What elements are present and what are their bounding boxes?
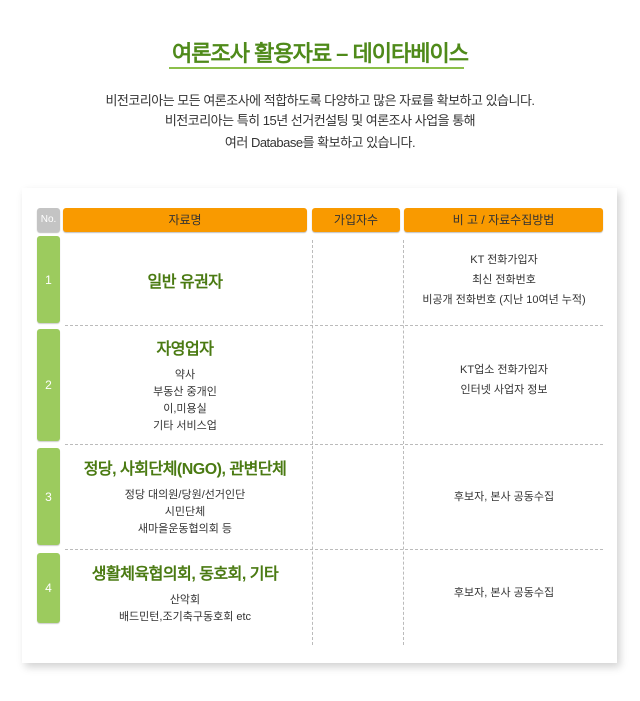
row-number: 1 <box>37 236 60 323</box>
table-row-name: 생활체육협의회, 동호회, 기타 산악회 배드민턴,조기축구동호회 etc <box>63 555 307 630</box>
detail: 새마을운동협의회 등 <box>137 523 233 535</box>
note: 후보자, 본사 공동수집 <box>453 587 555 599</box>
note: 비공개 전화번호 (지난 10여년 누적) <box>422 293 586 306</box>
data-name: 정당, 사회단체(NGO), 관변단체 <box>83 461 287 478</box>
row-notes: KT 전화가입자 최신 전화번호 비공개 전화번호 (지난 10여년 누적) <box>404 236 604 323</box>
table-row-name: 자영업자 약사 부동산 중개인 이,미용실 기타 서비스업 <box>63 329 307 441</box>
note: 후보자, 본사 공동수집 <box>453 490 555 503</box>
row-number: 3 <box>37 448 60 545</box>
row-divider <box>65 444 603 445</box>
note: KT 전화가입자 <box>470 253 538 266</box>
detail: 시민단체 <box>164 506 206 518</box>
title-underline <box>169 67 464 69</box>
data-name: 생활체육협의회, 동호회, 기타 <box>91 565 279 583</box>
row-notes: KT업소 전화가입자 인터넷 사업자 정보 <box>404 355 604 405</box>
detail: 배드민턴,조기축구동호회 etc <box>118 610 252 623</box>
detail: 부동산 중개인 <box>153 386 217 398</box>
header-name: 자료명 <box>63 208 307 232</box>
header-count: 가입자수 <box>312 208 400 232</box>
column-divider <box>403 240 404 645</box>
intro-line: 비전코리아는 특히 15년 선거컨설팅 및 여론조사 사업을 통해 <box>164 113 476 128</box>
database-table-card <box>22 188 617 663</box>
row-divider <box>65 325 603 326</box>
row-notes: 후보자, 본사 공동수집 <box>404 553 604 633</box>
column-divider <box>312 240 313 645</box>
row-divider <box>65 549 603 550</box>
note: KT업소 전화가입자 <box>460 364 548 376</box>
note: 최신 전화번호 <box>472 273 536 286</box>
table-row-name: 일반 유권자 <box>63 236 307 323</box>
table-row-name: 정당, 사회단체(NGO), 관변단체 정당 대의원/당원/선거인단 시민단체 … <box>63 448 307 545</box>
row-notes: 후보자, 본사 공동수집 <box>404 448 604 545</box>
note: 인터넷 사업자 정보 <box>460 384 548 396</box>
row-number: 4 <box>37 553 60 623</box>
intro-line: 여러 Database를 확보하고 있습니다. <box>224 135 416 150</box>
page-title: 여론조사 활용자료 – 데이타베이스 <box>172 41 469 66</box>
detail: 기타 서비스업 <box>153 420 217 432</box>
header-notes: 비 고 / 자료수집방법 <box>404 208 603 232</box>
detail: 이,미용실 <box>163 403 207 415</box>
data-name: 자영업자 <box>156 341 214 358</box>
detail: 산악회 <box>169 593 201 606</box>
detail: 정당 대의원/당원/선거인단 <box>124 489 246 501</box>
intro-line: 비전코리아는 모든 여론조사에 적합하도록 다양하고 많은 자료를 확보하고 있… <box>105 93 535 108</box>
detail: 약사 <box>174 369 196 381</box>
header-no: No. <box>37 208 60 232</box>
data-name: 일반 유권자 <box>147 273 223 291</box>
row-number: 2 <box>37 329 60 441</box>
